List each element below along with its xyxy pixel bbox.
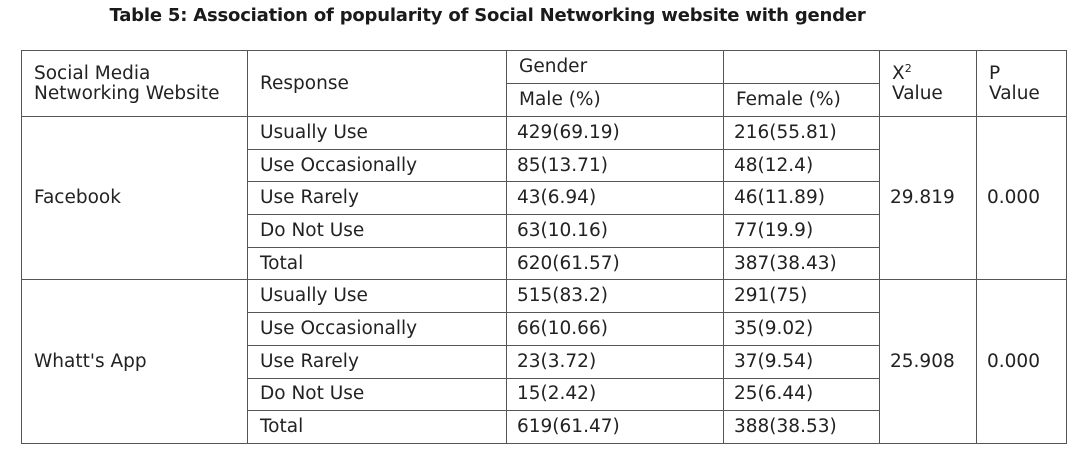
header-gender-blank: [723, 50, 880, 84]
female-cell: 48(12.4): [723, 148, 880, 183]
male-cell: 515(83.2): [506, 279, 724, 314]
response-cell: Do Not Use: [247, 377, 507, 412]
header-female: Female (%): [723, 83, 880, 117]
header-p-line2: Value: [989, 82, 1040, 104]
header-p-value: P Value: [976, 50, 1067, 117]
table-row: Do Not Use 15(2.42) 25(6.44): [22, 377, 1067, 412]
header-response: Response: [247, 50, 507, 117]
male-cell: 63(10.16): [506, 214, 724, 248]
male-cell: 620(61.57): [506, 246, 724, 281]
female-cell: 35(9.02): [723, 312, 880, 346]
header-chi-square: X2 Value: [879, 50, 977, 117]
p-value-cell-facebook: 0.000: [976, 115, 1067, 281]
male-cell: 85(13.71): [506, 148, 724, 183]
header-website: Social Media Networking Website: [21, 50, 248, 117]
website-cell-whatsapp: Whatt's App: [21, 279, 248, 444]
response-cell: Total: [247, 410, 507, 444]
chi-square-cell-facebook: 29.819: [879, 115, 977, 281]
response-cell: Usually Use: [247, 116, 507, 150]
female-cell: 388(38.53): [723, 410, 880, 444]
female-cell: 77(19.9): [723, 214, 880, 248]
header-male: Male (%): [506, 83, 724, 117]
table-row: Do Not Use 63(10.16) 77(19.9): [22, 214, 1067, 248]
header-row-1: Social Media Networking Website Response…: [21, 50, 1067, 117]
female-cell: 46(11.89): [723, 181, 880, 216]
response-cell: Total: [247, 246, 507, 281]
male-cell: 66(10.66): [506, 312, 724, 346]
header-website-line2: Networking Website: [34, 82, 220, 104]
response-cell: Usually Use: [247, 279, 507, 314]
table-row-total: Total 620(61.57) 387(38.43): [22, 246, 1067, 281]
table-row: Use Occasionally 85(13.71) 48(12.4): [22, 148, 1067, 183]
header-gender: Gender: [506, 50, 724, 84]
header-row-2: Male (%) Female (%): [22, 83, 1067, 117]
table-row: Whatt's App Usually Use 515(83.2) 291(75…: [21, 279, 1067, 444]
response-cell: Use Occasionally: [247, 148, 507, 183]
response-cell: Do Not Use: [247, 214, 507, 248]
header-chi-value: Value: [892, 82, 943, 104]
male-cell: 15(2.42): [506, 377, 724, 412]
table-row: Facebook Usually Use 429(69.19) 216(55.8…: [21, 115, 1067, 281]
table-row-total: Total 619(61.47) 388(38.53): [22, 410, 1067, 444]
male-cell: 23(3.72): [506, 344, 724, 379]
website-cell-facebook: Facebook: [21, 115, 248, 281]
female-cell: 387(38.43): [723, 246, 880, 281]
response-cell: Use Rarely: [247, 344, 507, 379]
p-value-cell-whatsapp: 0.000: [976, 279, 1067, 444]
gender-association-table: Social Media Networking Website Response…: [21, 50, 1067, 444]
male-cell: 43(6.94): [506, 181, 724, 216]
table-row: Use Rarely 43(6.94) 46(11.89): [22, 181, 1067, 216]
response-cell: Use Occasionally: [247, 312, 507, 346]
header-website-line1: Social Media: [34, 62, 151, 84]
male-cell: 429(69.19): [506, 116, 724, 150]
response-cell: Use Rarely: [247, 181, 507, 216]
header-chi-superscript: 2: [904, 61, 912, 75]
table-row: Use Occasionally 66(10.66) 35(9.02): [22, 312, 1067, 346]
table-caption: Table 5: Association of popularity of So…: [109, 5, 866, 26]
female-cell: 25(6.44): [723, 377, 880, 412]
female-cell: 291(75): [723, 279, 880, 314]
male-cell: 619(61.47): [506, 410, 724, 444]
female-cell: 216(55.81): [723, 116, 880, 150]
female-cell: 37(9.54): [723, 344, 880, 379]
header-chi-symbol: X: [892, 62, 905, 84]
chi-square-cell-whatsapp: 25.908: [879, 279, 977, 444]
table-row: Use Rarely 23(3.72) 37(9.54): [22, 344, 1067, 379]
header-p-line1: P: [989, 62, 1001, 84]
